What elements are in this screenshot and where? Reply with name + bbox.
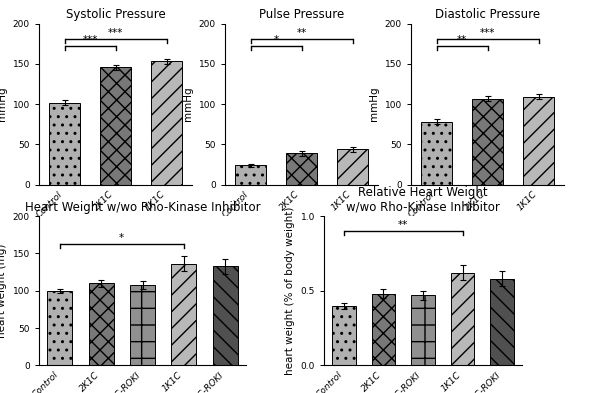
Title: Pulse Pressure: Pulse Pressure bbox=[259, 8, 344, 21]
Title: Heart Weight w/wo Rho-Kinase Inhibitor: Heart Weight w/wo Rho-Kinase Inhibitor bbox=[25, 200, 260, 213]
Bar bbox=[421, 122, 452, 185]
Y-axis label: heart weight (mg): heart weight (mg) bbox=[0, 244, 7, 338]
Bar bbox=[337, 149, 368, 185]
Bar bbox=[151, 61, 182, 185]
Text: *: * bbox=[274, 35, 278, 45]
Bar bbox=[130, 285, 155, 365]
Bar bbox=[89, 283, 113, 365]
Bar bbox=[49, 103, 80, 185]
Y-axis label: mmHg: mmHg bbox=[183, 87, 193, 121]
Text: ***: *** bbox=[108, 28, 123, 38]
Title: Systolic Pressure: Systolic Pressure bbox=[65, 8, 166, 21]
Y-axis label: mmHg: mmHg bbox=[0, 87, 7, 121]
Bar bbox=[235, 165, 266, 185]
Text: **: ** bbox=[398, 220, 409, 230]
Text: ***: *** bbox=[480, 28, 495, 38]
Text: **: ** bbox=[457, 35, 467, 45]
Text: ***: *** bbox=[82, 35, 98, 45]
Bar bbox=[490, 279, 514, 365]
Y-axis label: mmHg: mmHg bbox=[369, 87, 379, 121]
Text: *: * bbox=[119, 233, 124, 243]
Bar bbox=[371, 294, 395, 365]
Title: Diastolic Pressure: Diastolic Pressure bbox=[435, 8, 540, 21]
Y-axis label: heart weight (% of body weight): heart weight (% of body weight) bbox=[285, 207, 295, 375]
Text: **: ** bbox=[296, 28, 307, 38]
Bar bbox=[213, 266, 238, 365]
Bar bbox=[172, 264, 196, 365]
Bar bbox=[47, 291, 72, 365]
Bar bbox=[286, 153, 317, 185]
Bar bbox=[451, 273, 475, 365]
Bar bbox=[100, 67, 131, 185]
Bar bbox=[411, 295, 435, 365]
Bar bbox=[332, 306, 356, 365]
Bar bbox=[472, 99, 503, 185]
Title: Relative Heart Weight
w/wo Rho-Kinase Inhibitor: Relative Heart Weight w/wo Rho-Kinase In… bbox=[346, 185, 500, 213]
Bar bbox=[523, 97, 554, 185]
